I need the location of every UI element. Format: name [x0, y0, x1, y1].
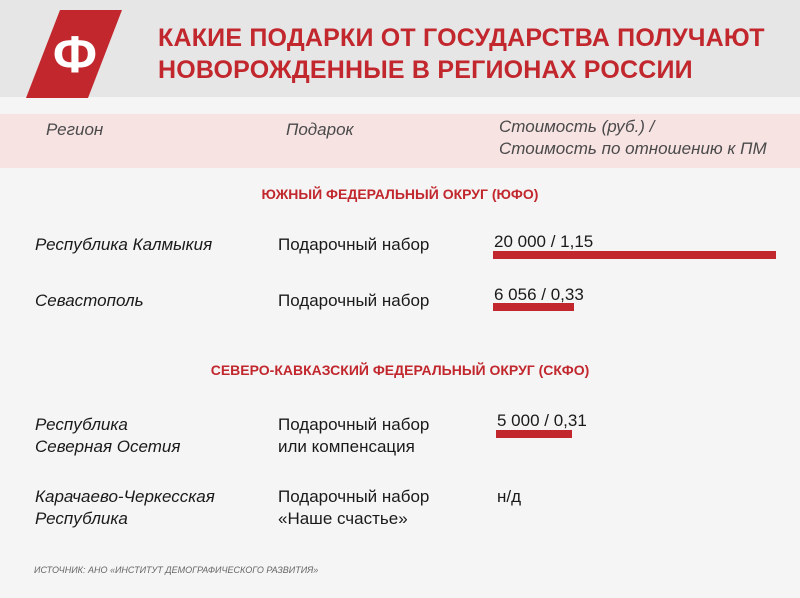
section-title-yufo: ЮЖНЫЙ ФЕДЕРАЛЬНЫЙ ОКРУГ (ЮФО) [0, 186, 800, 202]
row-region: Севастополь [35, 290, 144, 312]
value-bar [493, 303, 574, 311]
section-title-skfo: СЕВЕРО-КАВКАЗСКИЙ ФЕДЕРАЛЬНЫЙ ОКРУГ (СКФ… [0, 362, 800, 378]
row-value-label: 5 000 / 0,31 [497, 410, 587, 432]
row-gift: Подарочный набор [278, 234, 429, 256]
source-note: ИСТОЧНИК: АНО «ИНСТИТУТ ДЕМОГРАФИЧЕСКОГО… [34, 565, 318, 575]
value-bar [496, 430, 572, 438]
row-gift: Подарочный набор [278, 290, 429, 312]
logo-icon: Ф [22, 10, 122, 98]
column-header-cost: Стоимость (руб.) / Стоимость по отношени… [499, 116, 767, 160]
value-bar [493, 251, 776, 259]
row-region: Республика Северная Осетия [35, 414, 180, 458]
row-value-label: н/д [497, 486, 521, 508]
page-title: КАКИЕ ПОДАРКИ ОТ ГОСУДАРСТВА ПОЛУЧАЮТ НО… [158, 22, 765, 86]
column-header-gift: Подарок [286, 119, 354, 141]
row-gift: Подарочный набор или компенсация [278, 414, 429, 458]
row-region: Карачаево-Черкесская Республика [35, 486, 215, 530]
row-value-label: 20 000 / 1,15 [494, 231, 593, 253]
column-header-region: Регион [46, 119, 103, 141]
logo-letter: Ф [53, 26, 97, 84]
row-region: Республика Калмыкия [35, 234, 212, 256]
row-gift: Подарочный набор «Наше счастье» [278, 486, 429, 530]
